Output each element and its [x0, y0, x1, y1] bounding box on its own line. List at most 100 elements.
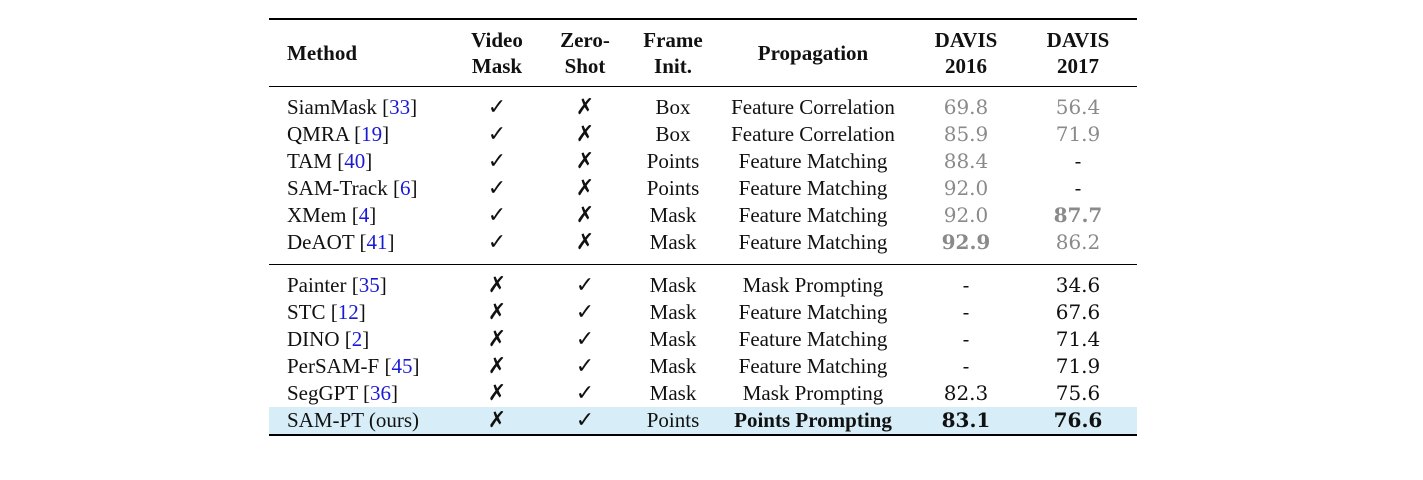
frame-init-cell: Mask [649, 273, 697, 297]
method-cell: PerSAM-F [45] [287, 354, 420, 378]
video-mask-cell: ✓ [487, 149, 507, 174]
zero-shot-cell: ✗ [575, 176, 595, 201]
video-mask-cell: ✗ [487, 381, 507, 406]
davis-2017-cell: 75.6 [1055, 381, 1101, 405]
frame-init-cell: Box [655, 122, 691, 146]
frame-init-cell: Mask [649, 230, 697, 254]
table-row: PerSAM-F [45] ✗ ✓ Mask Feature Matching … [269, 353, 1137, 380]
citation-link[interactable]: 19 [361, 122, 383, 146]
frame-init-cell: Mask [649, 354, 697, 378]
propagation-cell: Feature Correlation [731, 95, 895, 119]
comparison-table-container: Method Video Mask Zero- Shot Frame Init. Pr… [269, 18, 1137, 436]
davis-2016-cell: 88.4 [943, 149, 989, 173]
davis-2016-cell: 85.9 [943, 122, 989, 146]
zero-shot-cell: ✗ [575, 149, 595, 174]
frame-init-cell: Points [646, 149, 700, 173]
header-method: Method [287, 41, 357, 65]
video-mask-cell: ✓ [487, 176, 507, 201]
zero-shot-cell: ✓ [575, 354, 595, 379]
table-row: DINO [2] ✗ ✓ Mask Feature Matching - 71.… [269, 326, 1137, 353]
davis-2017-cell: 86.2 [1055, 230, 1101, 254]
method-cell: SegGPT [36] [287, 381, 399, 405]
frame-init-cell: Mask [649, 381, 697, 405]
header-zero-shot: Zero- Shot [560, 28, 610, 78]
method-cell: STC [12] [287, 300, 366, 324]
propagation-cell: Feature Matching [738, 230, 888, 254]
davis-2016-cell: 92.0 [943, 203, 989, 227]
header-video-mask: Video Mask [471, 28, 523, 78]
propagation-cell: Feature Matching [738, 327, 888, 351]
davis-2017-cell-best: 87.7 [1053, 203, 1103, 227]
group-video-mask-methods: SiamMask [33] ✓ ✗ Box Feature Correlatio… [269, 87, 1137, 265]
propagation-cell: Feature Matching [738, 203, 888, 227]
header-davis-2016: DAVIS 2016 [934, 28, 998, 78]
zero-shot-cell: ✓ [575, 300, 595, 325]
header-frame-init: Frame Init. [643, 28, 703, 78]
citation-link[interactable]: 35 [358, 273, 380, 297]
frame-init-cell: Mask [649, 327, 697, 351]
propagation-cell: Points Prompting [713, 407, 913, 435]
davis-2016-cell: 82.3 [943, 381, 989, 405]
citation-link[interactable]: 36 [370, 381, 392, 405]
comparison-table: Method Video Mask Zero- Shot Frame Init. Pr… [269, 18, 1137, 436]
table-row: Painter [35] ✗ ✓ Mask Mask Prompting - 3… [269, 265, 1137, 300]
method-cell: TAM [40] [287, 149, 373, 173]
davis-2017-cell: - [1074, 149, 1082, 173]
citation-link[interactable]: 45 [391, 354, 413, 378]
frame-init-cell: Mask [649, 300, 697, 324]
zero-shot-cell: ✗ [575, 122, 595, 147]
citation-link[interactable]: 6 [399, 176, 411, 200]
citation-link[interactable]: 41 [366, 230, 388, 254]
davis-2017-cell: 56.4 [1055, 95, 1101, 119]
method-cell: SAM-Track [6] [287, 176, 418, 200]
davis-2016-cell: - [962, 300, 970, 324]
davis-2016-cell-best: 92.9 [941, 230, 991, 254]
table-row: SAM-Track [6] ✓ ✗ Points Feature Matchin… [269, 175, 1137, 202]
citation-link[interactable]: 12 [337, 300, 359, 324]
zero-shot-cell: ✗ [575, 230, 595, 255]
frame-init-cell: Box [655, 95, 691, 119]
video-mask-cell: ✗ [487, 273, 507, 298]
propagation-cell: Mask Prompting [742, 273, 884, 297]
method-cell: DeAOT [41] [287, 230, 395, 254]
frame-init-cell: Mask [649, 203, 697, 227]
table-row: STC [12] ✗ ✓ Mask Feature Matching - 67.… [269, 299, 1137, 326]
group-zero-shot-methods: Painter [35] ✗ ✓ Mask Mask Prompting - 3… [269, 264, 1137, 435]
video-mask-cell: ✓ [487, 230, 507, 255]
citation-link[interactable]: 40 [344, 149, 366, 173]
frame-init-cell: Points [633, 407, 713, 435]
davis-2017-cell: 71.4 [1055, 327, 1101, 351]
method-cell: Painter [35] [287, 273, 387, 297]
davis-2017-cell: - [1074, 176, 1082, 200]
method-cell: XMem [4] [287, 203, 377, 227]
table-row-highlighted: SAM-PT (ours) ✗ ✓ Points Points Promptin… [269, 407, 1137, 435]
davis-2017-cell: 71.9 [1055, 122, 1101, 146]
video-mask-cell: ✓ [487, 203, 507, 228]
video-mask-cell: ✗ [487, 354, 507, 379]
video-mask-cell: ✗ [457, 407, 537, 435]
method-cell: DINO [2] [287, 327, 370, 351]
davis-2016-cell: - [962, 354, 970, 378]
propagation-cell: Feature Matching [738, 149, 888, 173]
propagation-cell: Feature Matching [738, 300, 888, 324]
method-cell: SAM-PT (ours) [269, 407, 457, 435]
zero-shot-cell: ✓ [575, 381, 595, 406]
davis-2016-cell: - [962, 327, 970, 351]
propagation-cell: Feature Correlation [731, 122, 895, 146]
citation-link[interactable]: 2 [351, 327, 363, 351]
davis-2016-cell: 92.0 [943, 176, 989, 200]
zero-shot-cell: ✗ [575, 95, 595, 120]
method-cell: SiamMask [33] [287, 95, 418, 119]
frame-init-cell: Points [646, 176, 700, 200]
table-row: XMem [4] ✓ ✗ Mask Feature Matching 92.0 … [269, 202, 1137, 229]
zero-shot-cell: ✗ [575, 203, 595, 228]
propagation-cell: Mask Prompting [742, 381, 884, 405]
citation-link[interactable]: 4 [358, 203, 370, 227]
citation-link[interactable]: 33 [389, 95, 411, 119]
video-mask-cell: ✗ [487, 327, 507, 352]
table-row: DeAOT [41] ✓ ✗ Mask Feature Matching 92.… [269, 229, 1137, 265]
video-mask-cell: ✓ [487, 122, 507, 147]
zero-shot-cell: ✓ [575, 273, 595, 298]
zero-shot-cell: ✓ [537, 407, 633, 435]
video-mask-cell: ✗ [487, 300, 507, 325]
